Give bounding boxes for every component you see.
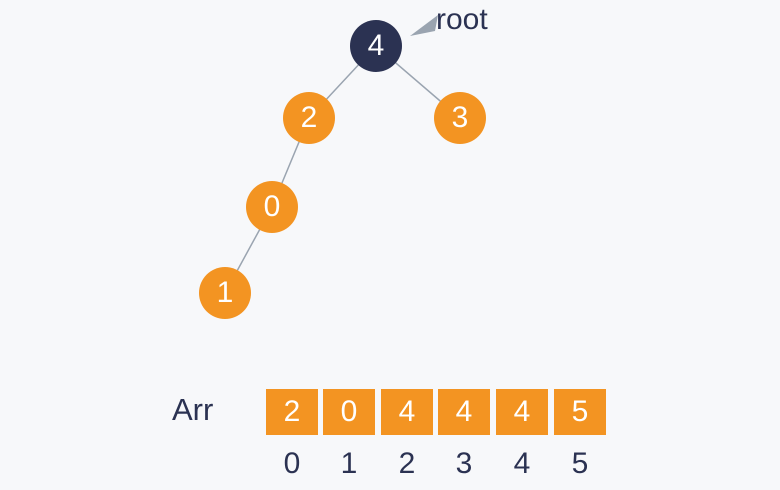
root-pointer-label: root <box>436 3 488 36</box>
tree-node: 3 <box>434 92 486 144</box>
array-cell: 4 <box>496 389 548 435</box>
array-name-label: Arr <box>172 392 214 427</box>
array-cell: 0 <box>323 389 375 435</box>
array-index-label: 3 <box>455 447 473 480</box>
tree-node: 1 <box>199 267 251 319</box>
tree-root-node: 4 <box>350 20 402 72</box>
array-index-label: 2 <box>398 447 416 480</box>
array-cell: 5 <box>554 389 606 435</box>
array-index-label: 5 <box>571 447 589 480</box>
array-index-label: 4 <box>513 447 531 480</box>
root-pointer-arrow-icon <box>410 15 438 36</box>
array-index-label: 0 <box>283 447 301 480</box>
tree-node: 2 <box>283 92 335 144</box>
array-index-label: 1 <box>340 447 358 480</box>
array-cell: 4 <box>438 389 490 435</box>
array-cell: 4 <box>381 389 433 435</box>
tree-node: 0 <box>246 181 298 233</box>
array-cell: 2 <box>266 389 318 435</box>
